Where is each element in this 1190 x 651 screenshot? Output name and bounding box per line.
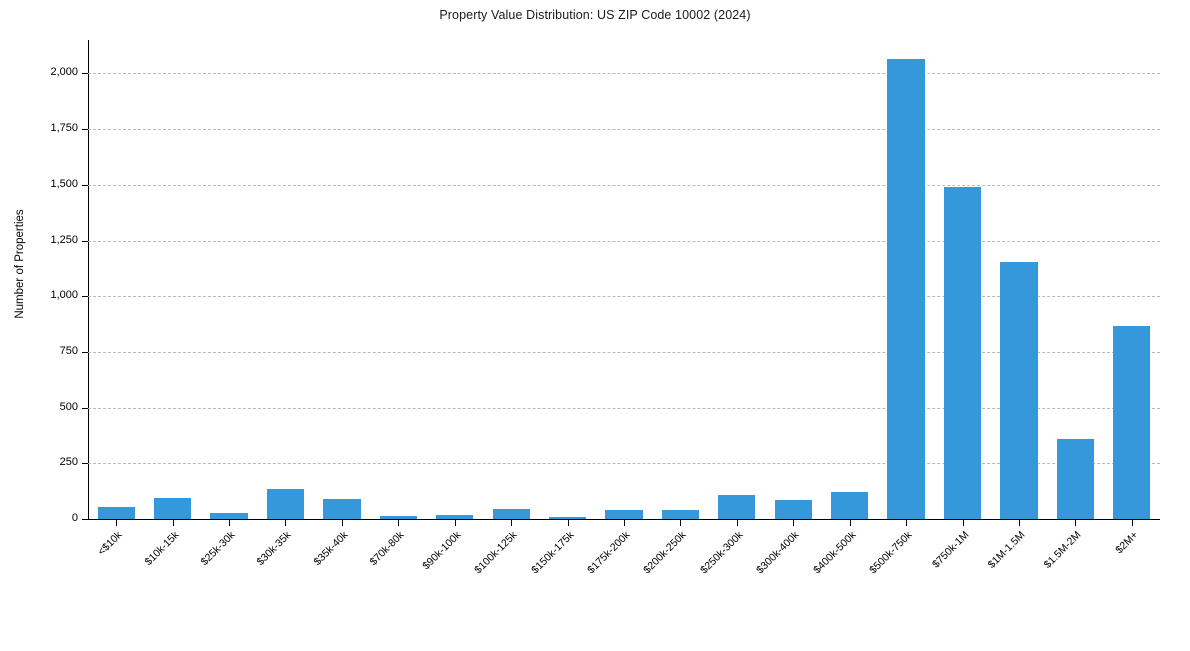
bar[interactable] (661, 510, 700, 519)
x-tick-mark (567, 520, 569, 526)
y-axis-line (88, 40, 89, 519)
y-tick-label: 750 (59, 344, 78, 357)
gridline (88, 129, 1160, 131)
y-tick-mark (82, 129, 88, 131)
y-tick-mark (82, 351, 88, 353)
y-tick-label: 1,250 (50, 233, 78, 246)
gridline (88, 296, 1160, 298)
x-tick-mark (454, 520, 456, 526)
bar[interactable] (436, 515, 474, 519)
y-tick-mark (82, 240, 88, 242)
bar[interactable] (154, 498, 192, 519)
gridline (88, 407, 1160, 409)
x-tick-mark (116, 520, 118, 526)
bar[interactable] (548, 517, 587, 519)
bar[interactable] (323, 499, 361, 519)
x-axis-line (88, 519, 1160, 520)
y-tick-mark (82, 463, 88, 465)
x-tick-mark (229, 520, 231, 526)
bar[interactable] (605, 510, 643, 519)
gridline (88, 73, 1160, 75)
bar[interactable] (1113, 325, 1151, 519)
bar[interactable] (774, 499, 812, 519)
y-tick-mark (82, 407, 88, 409)
y-tick-label: 500 (59, 400, 78, 413)
bar[interactable] (1000, 261, 1038, 519)
plot-area (88, 40, 1160, 519)
x-tick-mark (736, 520, 738, 526)
gridline (88, 351, 1160, 353)
x-tick-mark (398, 520, 400, 526)
chart-title: Property Value Distribution: US ZIP Code… (439, 8, 751, 22)
x-tick-mark (1131, 520, 1133, 526)
bar[interactable] (718, 495, 756, 519)
x-tick-mark (906, 520, 908, 526)
chart-figure: Property Value Distribution: US ZIP Code… (14, 8, 1160, 576)
x-tick-mark (849, 520, 851, 526)
y-tick-mark (82, 184, 88, 186)
y-tick-label: 0 (71, 512, 78, 524)
gridline (88, 463, 1160, 465)
x-tick-mark (624, 520, 625, 526)
y-tick-label: 250 (59, 456, 78, 469)
y-tick-label: 1,500 (50, 177, 78, 190)
x-tick-mark (1075, 520, 1077, 526)
bar[interactable] (831, 492, 869, 519)
y-tick-label: 1,000 (50, 289, 78, 302)
y-axis-label: Number of Properties (14, 209, 26, 319)
y-tick-label: 2,000 (50, 66, 78, 79)
x-tick-mark (793, 520, 795, 526)
x-tick-mark (172, 520, 174, 526)
x-tick-mark (1018, 520, 1020, 526)
y-tick-label: 1,750 (50, 122, 78, 135)
gridline (88, 184, 1160, 186)
x-tick-mark (962, 520, 964, 526)
x-tick-mark (680, 520, 682, 526)
x-tick-mark (285, 520, 287, 526)
gridline (88, 240, 1160, 242)
y-tick-mark (82, 519, 88, 520)
y-tick-mark (82, 73, 88, 75)
bar[interactable] (266, 488, 305, 519)
bar[interactable] (379, 516, 417, 519)
y-tick-mark (82, 296, 88, 298)
bar[interactable] (210, 513, 248, 519)
bar[interactable] (887, 58, 925, 519)
bar[interactable] (492, 508, 530, 519)
bar[interactable] (943, 187, 982, 519)
x-tick-mark (341, 520, 343, 526)
x-tick-mark (511, 520, 513, 526)
bar[interactable] (97, 506, 135, 519)
bar[interactable] (1056, 438, 1094, 519)
